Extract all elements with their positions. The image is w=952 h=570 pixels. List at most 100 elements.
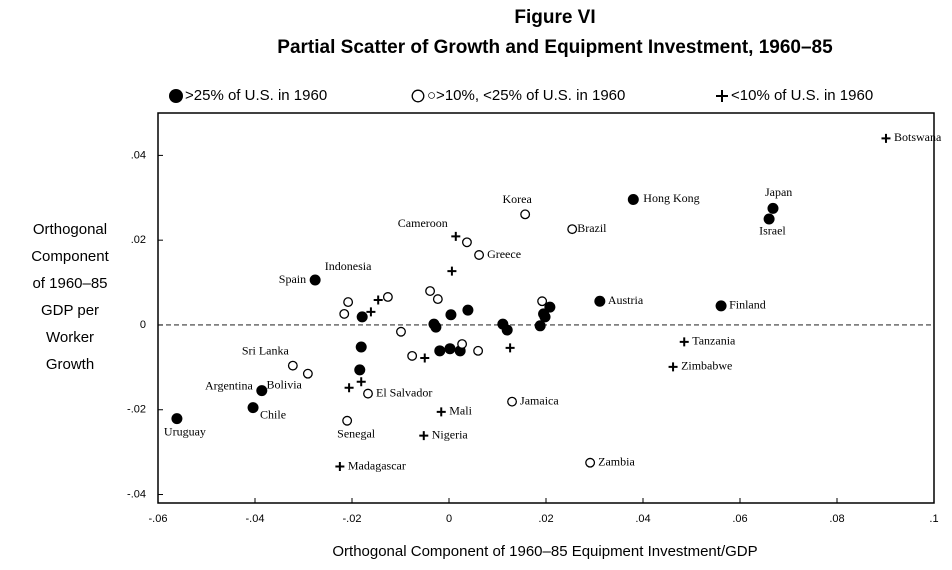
- y-axis-label: Worker: [46, 329, 94, 346]
- point: [355, 341, 367, 353]
- point: [505, 343, 515, 353]
- point: [354, 364, 366, 376]
- point: [382, 292, 393, 302]
- x-tick-label: -.04: [246, 513, 265, 525]
- point-label: Indonesia: [325, 259, 372, 273]
- point: [407, 350, 418, 361]
- point: [373, 295, 383, 305]
- point-label: Tanzania: [692, 334, 736, 348]
- x-tick-label: .04: [635, 513, 650, 525]
- y-tick-label: -.04: [127, 488, 146, 500]
- x-tick-label: -.02: [343, 513, 362, 525]
- y-axis-label: of 1960–85: [32, 275, 107, 292]
- point: [344, 383, 354, 393]
- point: [537, 296, 548, 307]
- point: [287, 360, 298, 371]
- point: [534, 320, 546, 332]
- point: [425, 286, 436, 296]
- point: [457, 339, 468, 349]
- y-tick-label: .02: [131, 234, 146, 246]
- point: [432, 294, 443, 305]
- point: [507, 396, 518, 407]
- point-label: Spain: [279, 272, 306, 286]
- point-label: Mali: [449, 404, 472, 418]
- point: [366, 307, 376, 317]
- point: [585, 457, 596, 468]
- point: [462, 304, 474, 316]
- point: [356, 311, 368, 323]
- x-tick-label: .1: [929, 513, 938, 525]
- point: [256, 385, 268, 397]
- point-label: Hong Kong: [643, 191, 699, 205]
- x-tick-label: 0: [446, 513, 452, 525]
- point: [679, 337, 689, 347]
- point: [447, 266, 457, 276]
- point-label: Israel: [759, 224, 786, 238]
- point: [342, 415, 353, 426]
- point: [335, 462, 345, 472]
- point-label: Japan: [765, 185, 792, 199]
- point: [363, 388, 373, 399]
- legend-marker: [411, 89, 425, 103]
- point-label: Bolivia: [267, 377, 303, 391]
- point: [302, 368, 313, 379]
- point: [445, 309, 457, 321]
- point: [430, 321, 442, 333]
- legend-label: >25% of U.S. in 1960: [185, 87, 327, 104]
- point: [715, 300, 727, 312]
- y-axis-label: Component: [31, 248, 109, 265]
- point-label: Austria: [608, 293, 644, 307]
- point: [451, 231, 461, 241]
- point-label: Argentina: [205, 378, 253, 392]
- y-axis-label: GDP per: [41, 302, 99, 319]
- legend-marker: [716, 90, 728, 102]
- point: [434, 345, 446, 357]
- point-label: Zambia: [598, 454, 635, 468]
- point: [474, 250, 485, 260]
- point: [668, 362, 678, 372]
- point-label: Senegal: [337, 427, 376, 441]
- point: [339, 308, 350, 319]
- x-tick-label: .06: [732, 513, 747, 525]
- x-tick-label: -.06: [149, 513, 168, 525]
- point: [520, 209, 531, 220]
- chart-subtitle: Partial Scatter of Growth and Equipment …: [277, 37, 833, 58]
- point-label: Korea: [502, 192, 532, 206]
- point: [419, 431, 429, 441]
- point: [767, 202, 779, 214]
- point-label: Sri Lanka: [242, 343, 290, 357]
- point: [343, 297, 354, 308]
- x-tick-label: .08: [829, 513, 844, 525]
- point: [501, 324, 513, 336]
- point-label: Nigeria: [432, 427, 469, 441]
- chart-title: Figure VI: [514, 7, 595, 28]
- y-axis-label: Growth: [46, 356, 94, 373]
- legend-marker: [169, 89, 183, 103]
- point-label: Uruguay: [164, 424, 206, 438]
- point: [420, 353, 430, 363]
- point-label: Cameroon: [398, 216, 448, 230]
- point: [594, 295, 606, 307]
- point-label: Greece: [487, 247, 521, 261]
- x-axis-label: Orthogonal Component of 1960–85 Equipmen…: [332, 543, 757, 560]
- point: [436, 407, 446, 417]
- point: [567, 224, 578, 235]
- point-label: Zimbabwe: [681, 359, 732, 373]
- point-label: Botswana: [894, 130, 942, 144]
- point: [356, 377, 366, 387]
- y-tick-label: -.02: [127, 404, 146, 416]
- y-tick-label: 0: [140, 319, 146, 331]
- point-label: Chile: [260, 407, 286, 421]
- point: [627, 193, 639, 205]
- x-tick-label: .02: [538, 513, 553, 525]
- point-label: Madagascar: [348, 458, 406, 472]
- point-label: Jamaica: [520, 393, 559, 407]
- point-label: Brazil: [577, 221, 607, 235]
- point: [461, 237, 472, 248]
- point-label: Finland: [729, 298, 766, 312]
- point: [171, 413, 183, 425]
- point: [309, 274, 321, 286]
- point: [538, 308, 550, 320]
